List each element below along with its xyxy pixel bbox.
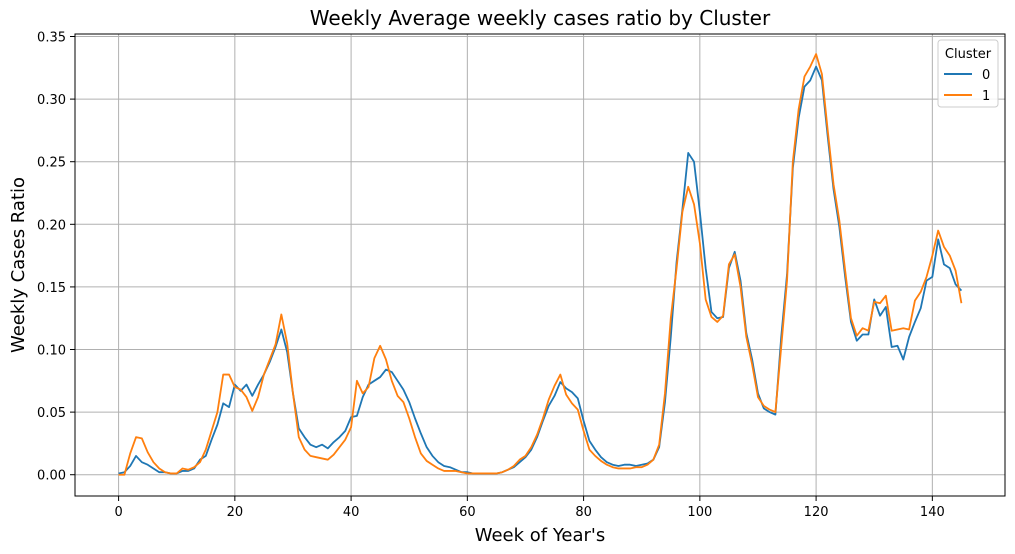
y-axis-label: Weekly Cases Ratio (8, 177, 29, 353)
y-tick-label: 0.10 (37, 344, 66, 359)
x-tick-label: 20 (227, 505, 244, 520)
chart-title: Weekly Average weekly cases ratio by Clu… (310, 6, 771, 30)
x-tick-label: 80 (575, 505, 592, 520)
y-tick-label: 0.05 (37, 406, 66, 421)
legend-label-0: 0 (982, 68, 990, 83)
legend-title: Cluster (945, 47, 992, 62)
x-tick-label: 0 (114, 505, 122, 520)
y-tick-label: 0.25 (37, 156, 66, 171)
y-tick-label: 0.15 (37, 281, 66, 296)
x-tick-label: 120 (804, 505, 829, 520)
y-tick-label: 0.00 (37, 469, 66, 484)
series-lines (118, 53, 963, 476)
y-tick-label: 0.35 (37, 31, 66, 46)
x-tick-label: 140 (920, 505, 945, 520)
x-tick-label: 60 (459, 505, 476, 520)
legend-label-1: 1 (982, 89, 990, 104)
x-axis-ticks: 0 20 40 60 80 100 120 140 (114, 496, 945, 520)
grid-lines (75, 34, 1005, 496)
series-line-1 (118, 53, 963, 476)
x-axis-label: Week of Year's (475, 525, 606, 546)
y-axis-ticks: 0.00 0.05 0.10 0.15 0.20 0.25 0.30 0.35 (37, 31, 75, 484)
x-tick-label: 100 (687, 505, 712, 520)
y-tick-label: 0.30 (37, 93, 66, 108)
y-tick-label: 0.20 (37, 218, 66, 233)
plot-frame (74, 33, 1006, 497)
x-tick-label: 40 (343, 505, 360, 520)
legend: Cluster 0 1 (937, 39, 999, 108)
